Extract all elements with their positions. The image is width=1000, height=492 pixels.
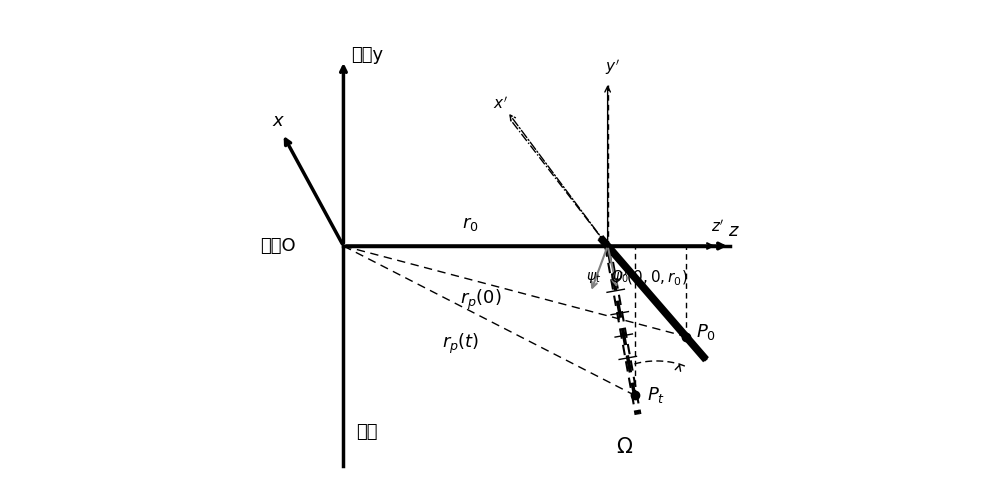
Text: $O'(0,0,r_0)$: $O'(0,0,r_0)$ [610,268,688,287]
Text: $r_p(0)$: $r_p(0)$ [460,288,501,312]
Text: $\psi_t$: $\psi_t$ [586,270,602,285]
Text: x: x [272,112,283,130]
Text: $\Omega$: $\Omega$ [616,436,633,457]
Text: $P_0$: $P_0$ [696,322,716,341]
Text: $r_0$: $r_0$ [462,215,479,233]
Text: 海面: 海面 [356,423,377,441]
Text: $\psi_0$: $\psi_0$ [612,270,628,285]
Text: z: z [728,222,737,240]
Text: 海底y: 海底y [351,46,383,64]
Text: $y'$: $y'$ [605,58,620,77]
Text: $r_p(t)$: $r_p(t)$ [442,332,480,356]
Text: $x'$: $x'$ [493,96,507,113]
Text: $P_t$: $P_t$ [647,385,665,405]
Text: 声呐O: 声呐O [260,237,296,255]
Text: $z'$: $z'$ [711,218,724,235]
